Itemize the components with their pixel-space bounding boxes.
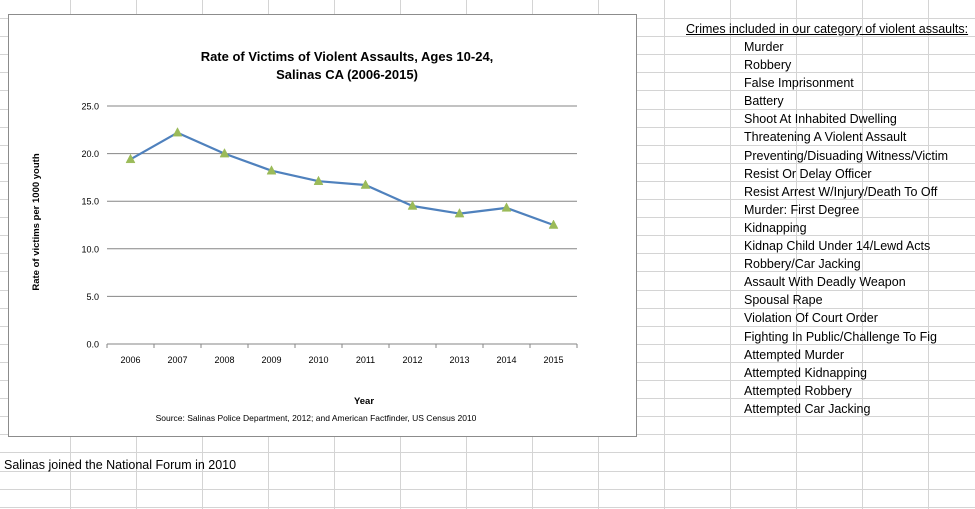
- data-point-marker: [501, 202, 512, 212]
- crime-list-item: Fighting In Public/Challenge To Fig: [744, 329, 937, 344]
- crime-list-item: Attempted Kidnapping: [744, 365, 868, 380]
- crime-list: Murder Robbery False Imprisonment Batter…: [686, 38, 974, 418]
- crime-list-item: Resist Arrest W/Injury/Death To Off: [744, 184, 938, 199]
- crime-list-item: Kidnap Child Under 14/Lewd Acts: [744, 239, 931, 254]
- chart-title-line-2: Salinas CA (2006-2015): [276, 67, 418, 82]
- crime-list-item: Attempted Robbery: [744, 383, 852, 398]
- crime-list-item: Robbery: [744, 58, 792, 73]
- x-tick-label: 2008: [214, 355, 234, 365]
- crime-list-item: Attempted Murder: [744, 347, 845, 362]
- x-tick-label: 2007: [167, 355, 187, 365]
- y-tick-label: 0.0: [86, 340, 99, 350]
- crime-list-item: Violation Of Court Order: [744, 311, 878, 326]
- x-tick-label: 2014: [496, 355, 516, 365]
- x-tick-label: 2010: [308, 355, 328, 365]
- x-tick-label: 2009: [261, 355, 281, 365]
- series-line: [129, 131, 554, 227]
- data-point-marker: [219, 148, 230, 158]
- y-tick-label: 15.0: [81, 197, 99, 207]
- x-tick-label: 2015: [543, 355, 563, 365]
- crime-list-item: Resist Or Delay Officer: [744, 166, 872, 181]
- crime-list-item: Kidnapping: [744, 220, 807, 235]
- crime-list-title: Crimes included in our category of viole…: [686, 22, 969, 36]
- crime-list-item: Assault With Deadly Weapon: [744, 275, 906, 290]
- chart-source-note: Source: Salinas Police Department, 2012;…: [156, 413, 477, 423]
- line-chart: Rate of Victims of Violent Assaults, Age…: [31, 49, 578, 423]
- crime-list-panel: Crimes included in our category of viole…: [686, 20, 974, 418]
- crime-list-item: Murder: [744, 40, 784, 54]
- crime-list-item: Spousal Rape: [744, 293, 823, 308]
- data-point-marker: [454, 208, 465, 218]
- data-point-marker: [548, 219, 559, 229]
- data-point-marker: [172, 127, 183, 137]
- crime-list-item: Battery: [744, 94, 784, 109]
- y-tick-label: 10.0: [81, 244, 99, 254]
- data-point-marker: [313, 175, 324, 185]
- x-tick-label: 2013: [449, 355, 469, 365]
- x-axis-label: Year: [354, 396, 374, 407]
- y-tick-label: 20.0: [81, 149, 99, 159]
- chart-title-line-1: Rate of Victims of Violent Assaults, Age…: [201, 49, 494, 64]
- y-tick-label: 5.0: [86, 292, 99, 302]
- crime-list-item: Murder: First Degree: [744, 202, 860, 217]
- data-point-marker: [125, 153, 136, 164]
- y-tick-label: 25.0: [81, 102, 99, 112]
- crime-list-item: Robbery/Car Jacking: [744, 257, 861, 272]
- chart-area[interactable]: Rate of Victims of Violent Assaults, Age…: [8, 14, 637, 437]
- crime-list-item: False Imprisonment: [744, 76, 854, 91]
- crime-list-item: Attempted Car Jacking: [744, 401, 871, 416]
- x-tick-label: 2011: [356, 355, 375, 365]
- crime-list-item: Threatening A Violent Assault: [744, 130, 907, 145]
- crime-list-item: Shoot At Inhabited Dwelling: [744, 112, 897, 127]
- data-point-marker: [360, 179, 371, 189]
- data-point-marker: [266, 165, 277, 175]
- data-point-marker: [407, 200, 418, 210]
- y-axis-label: Rate of victims per 1000 youth: [31, 153, 42, 290]
- crime-list-item: Preventing/Disuading Witness/Victim: [744, 148, 949, 163]
- footer-note: Salinas joined the National Forum in 201…: [4, 458, 237, 472]
- x-tick-label: 2006: [120, 355, 140, 365]
- x-tick-label: 2012: [402, 355, 422, 365]
